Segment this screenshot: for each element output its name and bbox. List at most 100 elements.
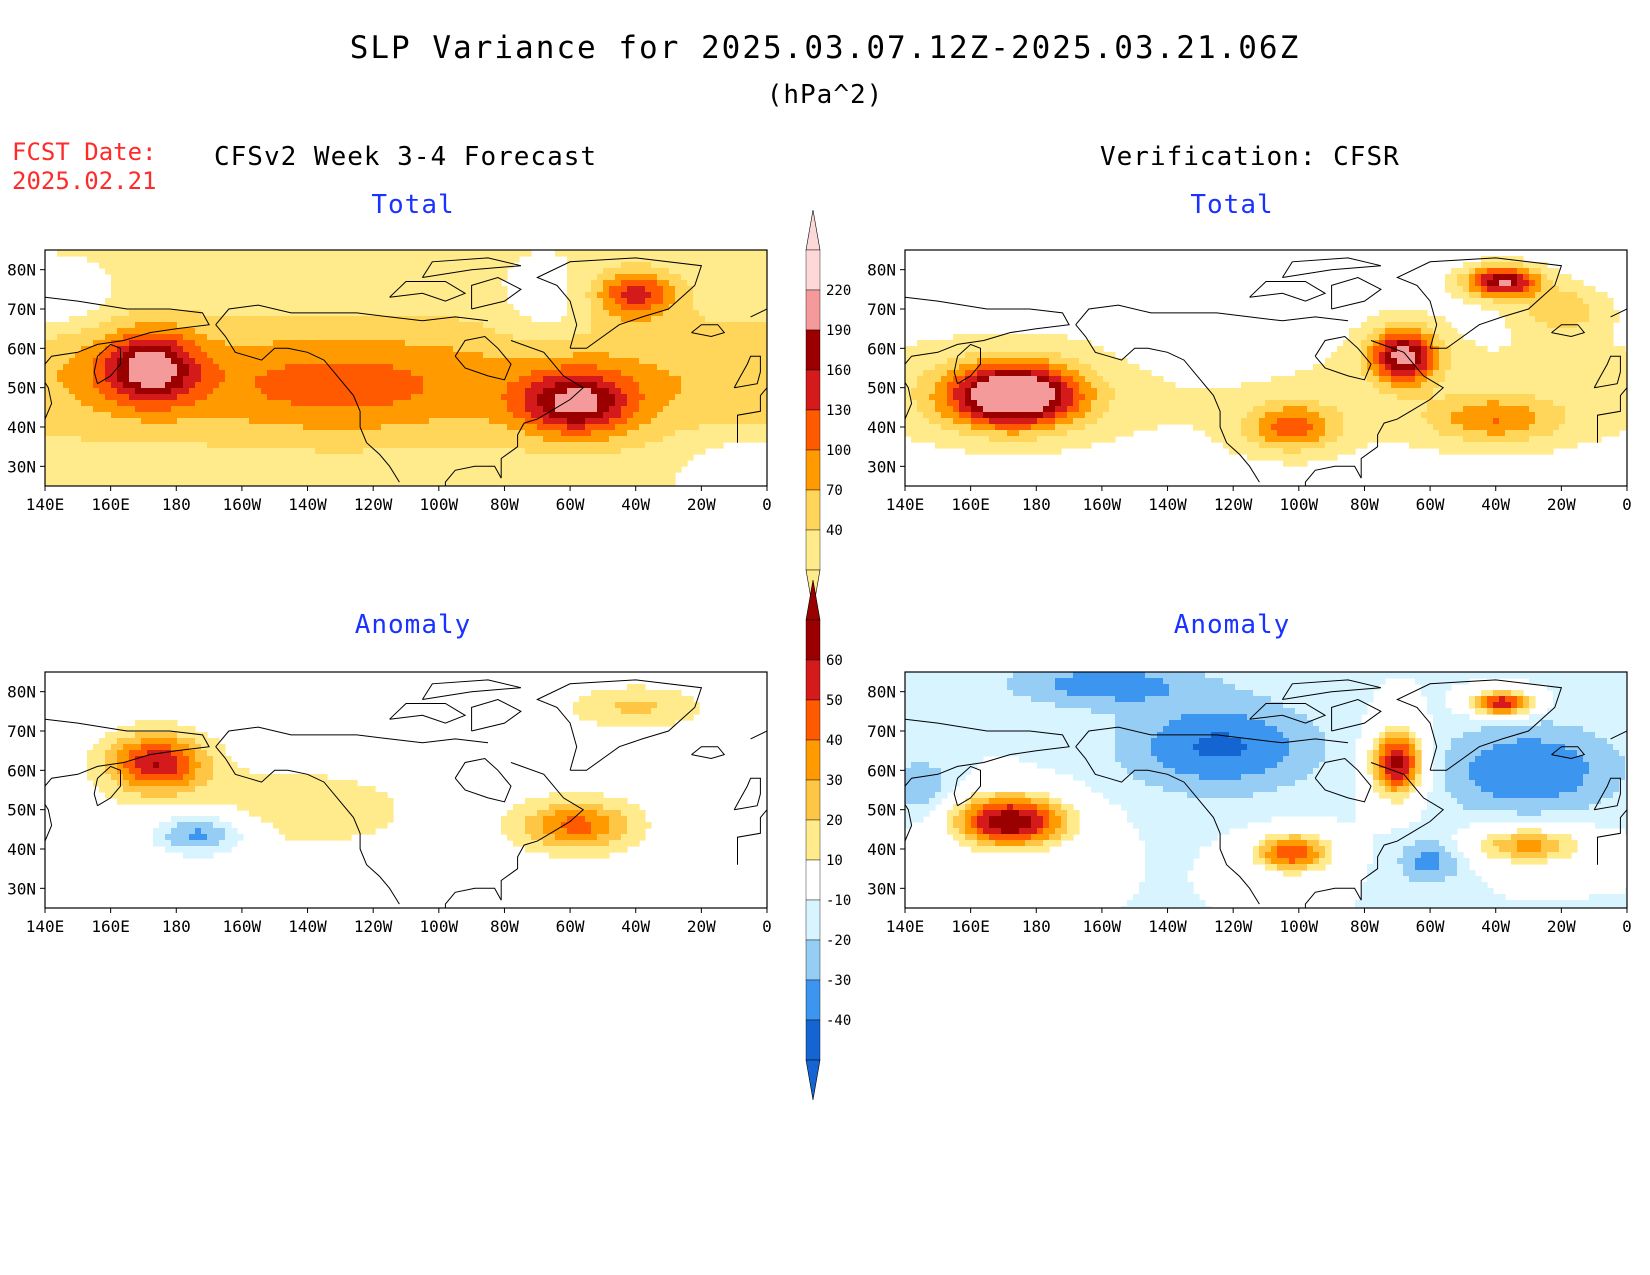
map-panel-verification-total: 140E 160E 180 160W 140W 120W 100W 80W 60W 40W 20W 0… xyxy=(867,249,1632,514)
x-tick-label: 20W xyxy=(1547,917,1576,936)
y-tick-label: 50N xyxy=(7,379,36,398)
x-tick-label: 40W xyxy=(621,917,650,936)
map-panel-forecast-anomaly: 140E 160E 180 160W 140W 120W 100W 80W 60W 40W 20W 0… xyxy=(7,671,772,936)
x-tick-label: 60W xyxy=(556,495,585,514)
x-tick-label: 120W xyxy=(1214,495,1253,514)
x-tick-label: 20W xyxy=(687,495,716,514)
colorbar-label: -40 xyxy=(826,1013,851,1029)
colorbar-swatch xyxy=(805,739,821,781)
x-tick-label: 0 xyxy=(762,917,772,936)
y-tick-label: 80N xyxy=(7,683,36,702)
x-tick-label: 60W xyxy=(1416,917,1445,936)
colorbar-swatch xyxy=(805,449,821,491)
map-frame xyxy=(904,671,1628,909)
y-tick-label: 60N xyxy=(867,761,896,780)
colorbar-label: 40 xyxy=(826,733,843,749)
colorbar-top-arrow xyxy=(805,579,821,621)
x-tick-label: 120W xyxy=(1214,917,1253,936)
colorbar-label: 130 xyxy=(826,403,851,419)
x-tick-label: 20W xyxy=(687,917,716,936)
x-tick-label: 80W xyxy=(1350,495,1379,514)
x-tick-label: 140W xyxy=(1148,917,1187,936)
colorbar-swatch xyxy=(805,249,821,291)
colorbar-swatch xyxy=(805,859,821,901)
x-tick-label: 140W xyxy=(288,495,327,514)
coastlines xyxy=(905,679,1627,908)
forecast-header: CFSv2 Week 3-4 Forecast xyxy=(214,142,598,172)
colorbar-top-arrow xyxy=(805,209,821,251)
colorbar-label: 10 xyxy=(826,853,843,869)
panel-title-forecast-anomaly: Anomaly xyxy=(354,610,472,640)
x-tick-label: 60W xyxy=(556,917,585,936)
y-tick-label: 30N xyxy=(7,879,36,898)
colorbar-label: 100 xyxy=(826,443,851,459)
y-tick-label: 50N xyxy=(7,801,36,820)
x-tick-label: 120W xyxy=(354,495,393,514)
y-tick-label: 40N xyxy=(867,840,896,859)
colorbar-bottom-arrow xyxy=(805,1059,821,1101)
colorbar-label: 160 xyxy=(826,363,851,379)
x-tick-label: 0 xyxy=(1622,917,1632,936)
y-tick-label: 50N xyxy=(867,379,896,398)
coastlines xyxy=(45,679,767,908)
x-tick-label: 160E xyxy=(91,917,130,936)
forecast-date-label: FCST Date: xyxy=(12,138,157,166)
colorbar-swatch xyxy=(805,819,821,861)
colorbar-swatch xyxy=(805,529,821,571)
coastlines xyxy=(45,257,767,486)
colorbar-label: 40 xyxy=(826,523,843,539)
colorbar-label: 50 xyxy=(826,693,843,709)
x-tick-label: 0 xyxy=(762,495,772,514)
x-tick-label: 40W xyxy=(1481,917,1510,936)
y-tick-label: 70N xyxy=(867,722,896,741)
colorbar-swatch xyxy=(805,1019,821,1061)
x-tick-label: 180 xyxy=(1022,917,1051,936)
y-tick-label: 80N xyxy=(7,261,36,280)
colorbar-swatch xyxy=(805,779,821,821)
x-tick-label: 80W xyxy=(490,917,519,936)
x-tick-label: 40W xyxy=(621,495,650,514)
x-tick-label: 140E xyxy=(886,495,925,514)
x-tick-label: 20W xyxy=(1547,495,1576,514)
colorbar-anomaly: 60 50 40 30 20 10 -10 -20 -30 -40 xyxy=(805,579,851,1101)
x-tick-label: 160E xyxy=(951,917,990,936)
colorbar-swatch xyxy=(805,489,821,531)
x-tick-label: 180 xyxy=(1022,495,1051,514)
x-tick-label: 180 xyxy=(162,917,191,936)
y-tick-label: 40N xyxy=(7,418,36,437)
y-tick-label: 60N xyxy=(7,339,36,358)
y-tick-label: 80N xyxy=(867,683,896,702)
map-frame xyxy=(904,249,1628,487)
colorbar-swatch xyxy=(805,289,821,331)
forecast-date: FCST Date: 2025.02.21 xyxy=(12,138,157,196)
colorbar-label: 60 xyxy=(826,653,843,669)
shaded-field xyxy=(905,256,1627,467)
x-tick-label: 180 xyxy=(162,495,191,514)
colorbar-swatch xyxy=(805,979,821,1021)
colorbar-label: 190 xyxy=(826,323,851,339)
map-panel-forecast-total: 140E 160E 180 160W 140W 120W 100W 80W 60W 40W 20W 0… xyxy=(7,249,772,514)
x-tick-label: 100W xyxy=(1280,917,1319,936)
x-tick-label: 140W xyxy=(288,917,327,936)
colorbar-label: 220 xyxy=(826,283,851,299)
x-tick-label: 140W xyxy=(1148,495,1187,514)
main-title: SLP Variance for 2025.03.07.12Z-2025.03.… xyxy=(349,30,1301,66)
y-tick-label: 40N xyxy=(7,840,36,859)
y-tick-label: 50N xyxy=(867,801,896,820)
x-tick-label: 0 xyxy=(1622,495,1632,514)
coastlines xyxy=(905,257,1627,486)
x-tick-label: 160W xyxy=(1083,917,1122,936)
x-tick-label: 60W xyxy=(1416,495,1445,514)
x-tick-label: 100W xyxy=(1280,495,1319,514)
colorbar-swatch xyxy=(805,619,821,661)
x-tick-label: 160W xyxy=(1083,495,1122,514)
units-label: (hPa^2) xyxy=(766,80,884,110)
y-tick-label: 70N xyxy=(7,722,36,741)
map-frame xyxy=(44,249,768,487)
colorbar-swatch xyxy=(805,409,821,451)
verification-header: Verification: CFSR xyxy=(1100,142,1400,172)
colorbar-swatch xyxy=(805,939,821,981)
colorbar-swatch xyxy=(805,329,821,371)
map-panel-verification-anomaly: 140E 160E 180 160W 140W 120W 100W 80W 60W 40W 20W 0… xyxy=(867,671,1632,936)
